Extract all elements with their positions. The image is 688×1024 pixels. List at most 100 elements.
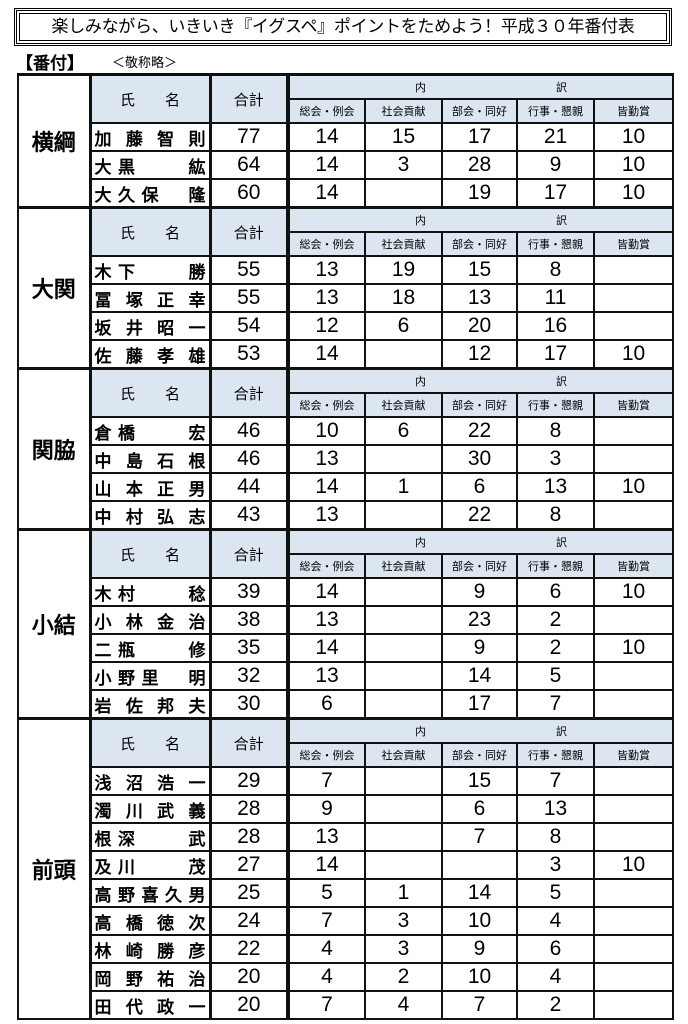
points-cell: 6 [364, 311, 443, 341]
points-cell [593, 878, 674, 908]
points-cell: 6 [364, 416, 443, 446]
points-cell: 3 [364, 906, 443, 936]
member-name: 小林金治 [89, 605, 212, 635]
column-header-row: 総会・例会 社会貢献 部会・同好 行事・懇親 皆勤賞 [18, 98, 674, 124]
column-header: 行事・懇親 [516, 231, 595, 257]
points-cell: 2 [516, 605, 595, 635]
table-row: 木村 稔 39 14 9 6 10 [18, 577, 674, 607]
total-header: 合計 [209, 73, 290, 124]
points-cell: 5 [516, 661, 595, 691]
points-cell: 2 [516, 633, 595, 663]
column-header: 皆勤賞 [593, 392, 674, 418]
column-header: 社会貢献 [364, 98, 443, 124]
points-cell [364, 661, 443, 691]
points-cell: 10 [441, 906, 518, 936]
points-cell: 21 [516, 122, 595, 152]
total-header: 合計 [209, 528, 290, 579]
column-header: 部会・同好 [441, 231, 518, 257]
breakdown-left: 内 [415, 81, 426, 94]
points-cell [364, 850, 443, 880]
points-cell: 13 [516, 794, 595, 824]
points-cell: 19 [441, 178, 518, 209]
table-row: 二瓶 修 35 14 9 2 10 [18, 633, 674, 663]
points-cell: 10 [593, 178, 674, 209]
column-header: 皆勤賞 [593, 553, 674, 579]
member-name: 加藤智則 [89, 122, 212, 152]
column-header: 総会・例会 [287, 98, 366, 124]
breakdown-header: 内訳 [287, 528, 674, 555]
breakdown-right: 訳 [556, 725, 567, 738]
points-cell: 6 [441, 794, 518, 824]
points-cell [364, 689, 443, 720]
column-header: 社会貢献 [364, 742, 443, 768]
total-points: 43 [209, 500, 290, 531]
total-points: 24 [209, 906, 290, 936]
total-points: 29 [209, 766, 290, 796]
points-cell [364, 178, 443, 209]
points-cell: 4 [516, 906, 595, 936]
table-row: 岩佐邦夫 30 6 17 7 [18, 689, 674, 720]
total-points: 44 [209, 472, 290, 502]
points-cell: 10 [593, 122, 674, 152]
points-cell: 11 [516, 283, 595, 313]
points-cell: 14 [287, 633, 366, 663]
table-row: 加藤智則 77 14 15 17 21 10 [18, 122, 674, 152]
points-cell: 19 [364, 255, 443, 285]
rank-label: 前頭 [17, 717, 92, 1020]
column-header: 部会・同好 [441, 98, 518, 124]
column-header: 行事・懇親 [516, 98, 595, 124]
ranking-table: 横綱氏 名合計内訳総会・例会 社会貢献 部会・同好 行事・懇親 皆勤賞 加藤智則 77 14 1… [17, 73, 674, 1020]
column-header: 社会貢献 [364, 553, 443, 579]
points-cell: 10 [593, 472, 674, 502]
points-cell [593, 444, 674, 474]
total-points: 46 [209, 416, 290, 446]
points-cell: 14 [287, 850, 366, 880]
total-header: 合計 [209, 367, 290, 418]
points-cell: 14 [287, 472, 366, 502]
points-cell: 17 [441, 689, 518, 720]
points-cell [593, 605, 674, 635]
member-name: 大黒 紘 [89, 150, 212, 180]
member-name: 岡野祐治 [89, 962, 212, 992]
table-row: 林崎勝彦 22 4 3 9 6 [18, 934, 674, 964]
member-name: 木村 稔 [89, 577, 212, 607]
section-header-row: 前頭氏 名合計内訳 [17, 717, 674, 1020]
points-cell: 17 [516, 339, 595, 370]
points-cell: 16 [516, 311, 595, 341]
column-header: 皆勤賞 [593, 742, 674, 768]
total-points: 25 [209, 878, 290, 908]
points-cell: 6 [441, 472, 518, 502]
points-cell: 7 [441, 990, 518, 1020]
points-cell [441, 850, 518, 880]
points-cell: 22 [441, 416, 518, 446]
total-points: 32 [209, 661, 290, 691]
member-name: 林崎勝彦 [89, 934, 212, 964]
breakdown-left: 内 [415, 214, 426, 227]
column-header: 行事・懇親 [516, 392, 595, 418]
total-points: 38 [209, 605, 290, 635]
points-cell [364, 444, 443, 474]
section-header-row: 横綱氏 名合計内訳 [17, 73, 674, 209]
member-name: 大久保 隆 [89, 178, 212, 209]
points-cell [593, 283, 674, 313]
points-cell [593, 500, 674, 531]
breakdown-right: 訳 [556, 536, 567, 549]
points-cell: 13 [516, 472, 595, 502]
total-points: 46 [209, 444, 290, 474]
column-header-row: 総会・例会 社会貢献 部会・同好 行事・懇親 皆勤賞 [18, 392, 674, 418]
member-name: 坂井昭一 [89, 311, 212, 341]
breakdown-right: 訳 [556, 81, 567, 94]
points-cell [364, 577, 443, 607]
points-cell: 9 [441, 633, 518, 663]
table-row: 中村弘志 43 13 22 8 [18, 500, 674, 531]
total-header: 合計 [209, 717, 290, 768]
column-header-row: 総会・例会 社会貢献 部会・同好 行事・懇親 皆勤賞 [18, 553, 674, 579]
table-row: 大黒 紘 64 14 3 28 9 10 [18, 150, 674, 180]
points-cell: 10 [593, 633, 674, 663]
points-cell: 5 [516, 878, 595, 908]
member-name: 根深 武 [89, 822, 212, 852]
points-cell: 13 [287, 444, 366, 474]
name-header: 氏 名 [89, 367, 212, 418]
table-row: 高橋徳次 24 7 3 10 4 [18, 906, 674, 936]
member-name: 田代政一 [89, 990, 212, 1020]
